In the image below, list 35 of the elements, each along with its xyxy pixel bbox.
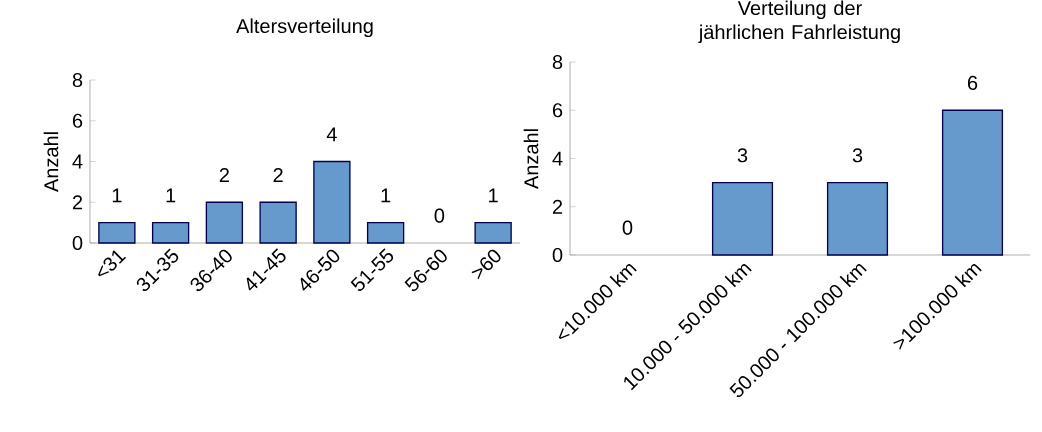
y-axis-title: Anzahl <box>523 129 539 190</box>
bar <box>474 221 512 244</box>
data-label: 0 <box>434 208 445 223</box>
y-tick-label: 8 <box>552 54 563 70</box>
y-axis-title: Anzahl <box>43 132 59 193</box>
bar <box>151 221 190 244</box>
data-label: 2 <box>273 168 283 182</box>
data-label: 6 <box>967 75 978 90</box>
x-tick-label: >60 <box>471 249 501 280</box>
data-label: 3 <box>852 148 863 163</box>
y-tick-label: 4 <box>552 151 563 166</box>
data-label: 1 <box>489 188 498 203</box>
data-label: 1 <box>381 188 391 203</box>
data-label: 0 <box>622 220 633 235</box>
y-tick-label: 6 <box>72 113 83 128</box>
chart-title: Verteilung der jährlichen Fahrleistung <box>698 0 900 44</box>
bar <box>366 221 405 244</box>
y-tick-label: 2 <box>552 199 563 214</box>
data-label: 3 <box>737 148 748 163</box>
bar <box>205 201 244 244</box>
data-label: 4 <box>326 127 337 142</box>
y-tick-label: 2 <box>72 195 83 210</box>
y-tick-label: 4 <box>72 154 83 169</box>
data-label: 1 <box>112 188 122 203</box>
data-label: 2 <box>219 168 229 182</box>
chart-title: Altersverteilung <box>236 18 373 38</box>
bar <box>98 221 136 244</box>
bar <box>259 201 297 244</box>
data-label: 1 <box>166 188 176 203</box>
y-tick-label: 0 <box>552 247 563 263</box>
y-tick-label: 6 <box>552 103 563 118</box>
y-tick-label: 0 <box>72 235 83 251</box>
x-tick-label: <31 <box>98 250 127 277</box>
bar <box>313 160 351 244</box>
y-tick-label: 8 <box>72 72 83 88</box>
